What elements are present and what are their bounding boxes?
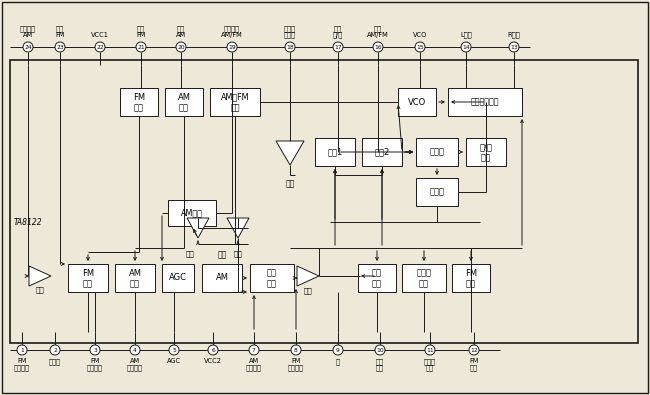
Text: VCO: VCO — [413, 32, 427, 38]
Circle shape — [373, 42, 383, 52]
Text: 开关: 开关 — [481, 153, 491, 162]
Circle shape — [95, 42, 105, 52]
Text: 本振: 本振 — [137, 25, 145, 32]
Circle shape — [291, 345, 301, 355]
Text: FM: FM — [133, 93, 145, 102]
Text: 12: 12 — [470, 348, 478, 353]
FancyBboxPatch shape — [115, 264, 155, 292]
Text: FM: FM — [291, 358, 301, 364]
Text: 8: 8 — [294, 348, 298, 353]
Circle shape — [469, 345, 479, 355]
Text: 10: 10 — [376, 348, 384, 353]
FancyBboxPatch shape — [162, 264, 194, 292]
Circle shape — [50, 345, 60, 355]
Text: 立体声: 立体声 — [424, 358, 436, 365]
Text: 鉴相2: 鉴相2 — [374, 147, 389, 156]
FancyBboxPatch shape — [168, 200, 216, 226]
Text: 调谐: 调谐 — [372, 269, 382, 278]
Text: 立体声解调器: 立体声解调器 — [471, 98, 499, 107]
Circle shape — [17, 345, 27, 355]
FancyBboxPatch shape — [315, 138, 355, 166]
Text: 11: 11 — [426, 348, 434, 353]
Text: 天线输入: 天线输入 — [20, 25, 36, 32]
Text: 触发器: 触发器 — [430, 147, 445, 156]
Text: FM: FM — [82, 269, 94, 278]
Text: 5: 5 — [172, 348, 176, 353]
FancyBboxPatch shape — [165, 88, 203, 116]
Text: 鉴频: 鉴频 — [466, 279, 476, 288]
Text: 本振: 本振 — [177, 25, 185, 32]
FancyBboxPatch shape — [210, 88, 260, 116]
Circle shape — [333, 345, 343, 355]
Text: 振荡: 振荡 — [134, 103, 144, 112]
Polygon shape — [276, 141, 304, 165]
Text: 1: 1 — [20, 348, 24, 353]
Text: 14: 14 — [462, 45, 470, 50]
Text: FM: FM — [18, 358, 27, 364]
Text: 天线输出: 天线输出 — [14, 364, 30, 371]
Text: 19: 19 — [228, 45, 236, 50]
Polygon shape — [29, 266, 51, 286]
Text: AM: AM — [129, 269, 142, 278]
Text: 复合信: 复合信 — [284, 31, 296, 38]
Text: R输出: R输出 — [508, 31, 520, 38]
Text: 振荡: 振荡 — [179, 103, 189, 112]
Text: 立体声: 立体声 — [417, 269, 432, 278]
Text: FM: FM — [469, 358, 478, 364]
Text: VCC2: VCC2 — [204, 358, 222, 364]
FancyBboxPatch shape — [358, 264, 396, 292]
Text: TA8122: TA8122 — [14, 218, 43, 226]
Polygon shape — [297, 266, 319, 286]
FancyBboxPatch shape — [68, 264, 108, 292]
Circle shape — [227, 42, 237, 52]
Circle shape — [136, 42, 146, 52]
Text: 混频输出: 混频输出 — [87, 364, 103, 371]
Text: VCC1: VCC1 — [91, 32, 109, 38]
Text: 18: 18 — [286, 45, 294, 50]
Text: VCO: VCO — [408, 98, 426, 107]
FancyBboxPatch shape — [202, 264, 242, 292]
Text: AGC: AGC — [169, 273, 187, 282]
Text: 地: 地 — [336, 358, 340, 365]
Text: AGC: AGC — [167, 358, 181, 364]
Text: FM: FM — [55, 32, 65, 38]
Text: 选择: 选择 — [374, 25, 382, 32]
Circle shape — [176, 42, 186, 52]
Circle shape — [461, 42, 471, 52]
Text: L输出: L输出 — [460, 31, 472, 38]
Text: 13: 13 — [510, 45, 518, 50]
FancyBboxPatch shape — [448, 88, 522, 116]
Text: 23: 23 — [56, 45, 64, 50]
Text: 24: 24 — [24, 45, 32, 50]
Text: AM: AM — [23, 32, 33, 38]
Text: 混频: 混频 — [130, 279, 140, 288]
Circle shape — [509, 42, 519, 52]
Circle shape — [425, 345, 435, 355]
FancyBboxPatch shape — [362, 138, 402, 166]
FancyBboxPatch shape — [416, 138, 458, 166]
Text: 17: 17 — [334, 45, 342, 50]
Text: 鉴频: 鉴频 — [470, 364, 478, 371]
Polygon shape — [187, 218, 209, 238]
Text: 混频输出: 混频输出 — [127, 364, 143, 371]
Text: 16: 16 — [374, 45, 382, 50]
FancyBboxPatch shape — [398, 88, 436, 116]
Text: 中频输入: 中频输入 — [246, 364, 262, 371]
Text: 选择: 选择 — [334, 25, 342, 32]
Text: 混频: 混频 — [83, 279, 93, 288]
Text: 放大: 放大 — [285, 179, 294, 188]
Circle shape — [169, 345, 179, 355]
Text: 放大: 放大 — [186, 250, 194, 257]
Text: 鉴相1: 鉴相1 — [328, 147, 343, 156]
Text: 15: 15 — [416, 45, 424, 50]
Text: 指示: 指示 — [419, 279, 429, 288]
FancyBboxPatch shape — [416, 178, 458, 206]
FancyBboxPatch shape — [452, 264, 490, 292]
Text: 单/立: 单/立 — [333, 31, 343, 38]
Circle shape — [208, 345, 218, 355]
Text: 22: 22 — [96, 45, 104, 50]
Text: FM: FM — [136, 32, 146, 38]
Text: 21: 21 — [137, 45, 145, 50]
Text: 检测: 检测 — [267, 279, 277, 288]
